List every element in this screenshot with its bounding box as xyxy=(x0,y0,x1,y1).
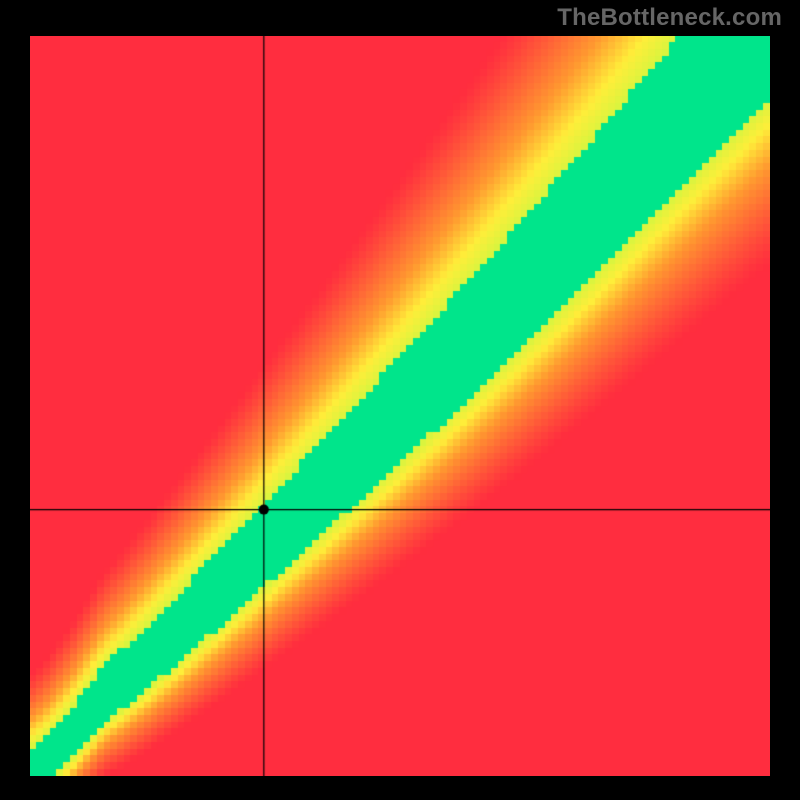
figure-root: TheBottleneck.com xyxy=(0,0,800,800)
watermark-text: TheBottleneck.com xyxy=(557,4,782,32)
bottleneck-heatmap-canvas xyxy=(30,36,770,776)
